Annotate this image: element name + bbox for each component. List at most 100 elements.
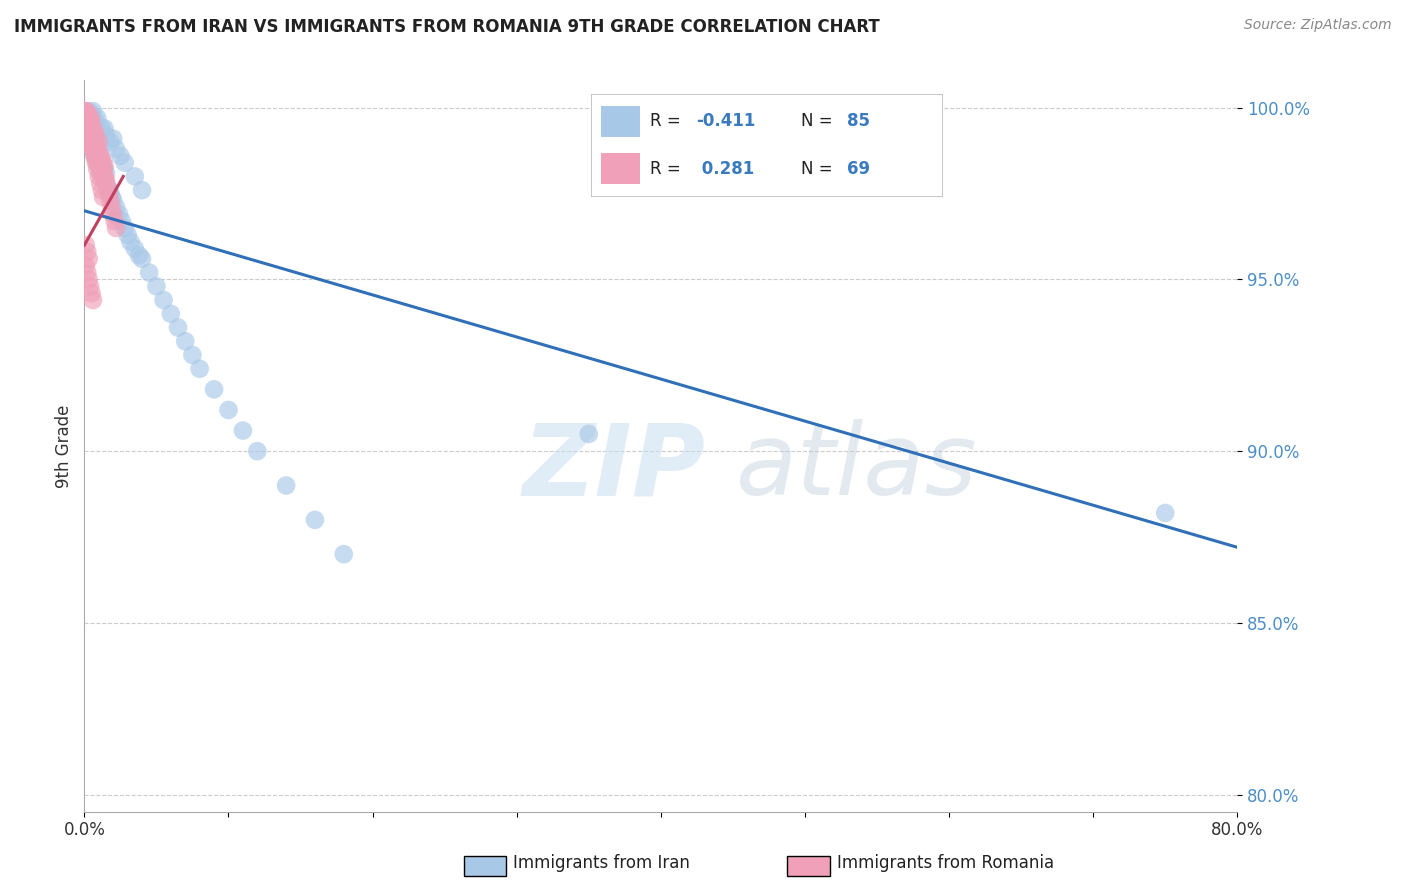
Point [80, 128, 103, 143]
Point [111, 214, 134, 228]
Text: -0.411: -0.411 [696, 112, 755, 130]
Point [86, 145, 108, 160]
Point [578, 427, 600, 442]
Point [93, 121, 115, 136]
Point [98, 186, 121, 201]
Text: IMMIGRANTS FROM IRAN VS IMMIGRANTS FROM ROMANIA 9TH GRADE CORRELATION CHART: IMMIGRANTS FROM IRAN VS IMMIGRANTS FROM … [14, 18, 880, 36]
Text: ZIP: ZIP [523, 419, 706, 516]
Point [100, 190, 122, 204]
Point [87, 159, 110, 173]
Point [79, 128, 101, 143]
Point [100, 200, 122, 214]
Point [86, 142, 108, 156]
Point [90, 153, 112, 167]
Point [105, 142, 128, 156]
Point [105, 221, 128, 235]
Point [84, 153, 107, 167]
Point [80, 114, 103, 128]
Point [94, 166, 117, 180]
Point [131, 252, 153, 266]
Point [87, 145, 110, 160]
Point [77, 128, 100, 143]
Point [79, 121, 101, 136]
Point [80, 135, 103, 149]
Point [91, 166, 114, 180]
Point [83, 125, 105, 139]
Point [80, 138, 103, 153]
Point [218, 403, 240, 417]
Point [188, 361, 211, 376]
Point [90, 162, 112, 177]
Point [91, 190, 114, 204]
Point [93, 162, 115, 177]
Text: Immigrants from Romania: Immigrants from Romania [837, 855, 1053, 872]
Y-axis label: 9th Grade: 9th Grade [55, 404, 73, 488]
Text: R =: R = [650, 112, 686, 130]
Point [98, 135, 121, 149]
Point [80, 107, 103, 121]
Point [89, 159, 111, 173]
Point [75, 238, 97, 252]
Point [83, 149, 105, 163]
Point [90, 155, 112, 169]
Point [76, 244, 98, 259]
Point [80, 114, 103, 128]
Point [75, 111, 97, 125]
Point [94, 176, 117, 190]
Point [90, 166, 112, 180]
Point [76, 107, 98, 121]
Point [86, 153, 108, 167]
Point [89, 176, 111, 190]
Point [1154, 506, 1177, 520]
Point [83, 135, 105, 149]
Point [145, 279, 167, 293]
Point [79, 131, 101, 145]
Point [77, 104, 100, 119]
Point [304, 513, 326, 527]
Point [97, 183, 120, 197]
Point [117, 227, 139, 242]
Text: N =: N = [801, 112, 838, 130]
Point [82, 131, 104, 145]
Point [79, 107, 101, 121]
Point [84, 142, 107, 156]
Point [167, 320, 190, 334]
Point [76, 121, 98, 136]
Point [91, 159, 114, 173]
Point [77, 121, 100, 136]
Point [160, 307, 183, 321]
Point [114, 155, 136, 169]
Point [75, 104, 97, 119]
Point [82, 142, 104, 156]
Point [83, 125, 105, 139]
Point [82, 142, 104, 156]
Point [333, 547, 356, 561]
Point [76, 125, 98, 139]
Point [138, 266, 160, 280]
Point [124, 169, 146, 184]
Point [82, 104, 104, 119]
Point [91, 155, 114, 169]
Point [103, 194, 124, 208]
Text: 0.281: 0.281 [696, 160, 754, 178]
Point [75, 111, 97, 125]
Point [110, 149, 132, 163]
Point [84, 114, 107, 128]
Point [77, 252, 100, 266]
Point [79, 135, 101, 149]
Text: Source: ZipAtlas.com: Source: ZipAtlas.com [1244, 18, 1392, 32]
Point [82, 131, 104, 145]
Point [82, 118, 104, 132]
Point [276, 478, 298, 492]
Point [82, 121, 104, 136]
Point [75, 104, 97, 119]
Point [86, 162, 108, 177]
Point [89, 153, 111, 167]
Point [98, 194, 121, 208]
Point [232, 424, 254, 438]
Point [77, 118, 100, 132]
Point [90, 121, 112, 136]
Point [108, 207, 131, 221]
Point [87, 155, 110, 169]
Point [83, 135, 105, 149]
